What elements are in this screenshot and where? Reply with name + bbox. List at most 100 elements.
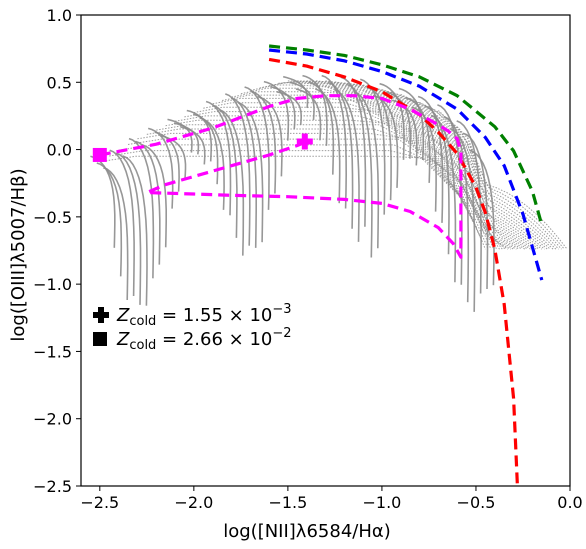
- model-grid-dotted-8: [174, 115, 481, 236]
- model-grid-curve-5: [122, 155, 148, 306]
- model-grid-curve-38: [334, 89, 360, 242]
- x-tick-label-0: −2.5: [80, 493, 119, 512]
- legend-entry-2: Zcold = 2.66 × 10−2: [93, 326, 292, 353]
- model-grid-dotted-29: [372, 86, 540, 250]
- model-grid-curve-17: [199, 117, 225, 210]
- legend-1-sub: cold: [129, 314, 156, 329]
- x-axis-label: log([NII]λ6584/Hα): [223, 521, 391, 542]
- y-tick-label-1: −2.0: [33, 410, 72, 429]
- plot-frame: [80, 14, 571, 487]
- model-grid-dotted-25: [334, 81, 528, 250]
- legend-label-2: Zcold = 2.66 × 10−2: [116, 326, 292, 353]
- y-tick-label-2: −1.5: [33, 342, 72, 361]
- y-tick-label-7: 1.0: [47, 6, 72, 25]
- model-grid-dotted-6: [156, 124, 475, 222]
- square-marker-icon: [93, 332, 107, 346]
- series-line-1: [268, 48, 544, 281]
- x-tick-label-1: −2.0: [174, 493, 213, 512]
- series-line-2: [268, 57, 519, 484]
- legend-entry-1: Zcold = 1.55 × 10−3: [93, 302, 292, 329]
- model-grid-curve-20: [218, 108, 245, 256]
- model-grid-dotted-2: [118, 144, 464, 200]
- series-layer: [99, 44, 544, 484]
- model-grid-dotted-36: [437, 110, 560, 250]
- y-tick-label-4: −0.5: [33, 208, 72, 227]
- model-grid-dotted-34: [419, 102, 554, 250]
- model-grid-curve-23: [237, 102, 264, 243]
- model-grid-curve-8: [141, 144, 167, 248]
- model-grid-curve-58: [462, 132, 489, 290]
- model-grid-curve-10: [154, 131, 180, 192]
- model-grid-dotted-12: [212, 97, 492, 250]
- series-line-3: [99, 94, 463, 259]
- legend-2-value: = 2.66 × 10: [156, 329, 272, 350]
- y-tick-label-6: 0.5: [47, 73, 72, 92]
- model-grid-curve-16: [192, 113, 219, 185]
- model-grid-dotted-31: [391, 91, 545, 250]
- model-grid-curve-12: [167, 118, 193, 153]
- y-tick-label-5: 0.0: [47, 141, 72, 160]
- model-grid-dotted-11: [203, 102, 489, 250]
- model-grid-curve-37: [327, 81, 354, 229]
- model-grid-dotted-13: [222, 94, 495, 250]
- model-grid-dotted-0: [99, 155, 458, 195]
- y-tick-label-3: −1.0: [33, 275, 72, 294]
- model-grid-dotted-3: [127, 138, 466, 202]
- model-grid-curve-35: [315, 88, 341, 204]
- model-grid-dotted-10: [193, 106, 486, 250]
- series-line-0: [268, 44, 544, 226]
- model-grid-dotted-28: [362, 84, 537, 250]
- legend-2-sub: cold: [129, 338, 156, 353]
- legend-1-exp: −3: [272, 302, 291, 317]
- model-grid-dotted-15: [240, 87, 500, 250]
- model-grid-curve-0: [90, 155, 116, 248]
- model-grid-curve-6: [128, 137, 155, 279]
- model-grid-curve-11: [160, 135, 187, 179]
- model-grid-curve-51: [417, 95, 444, 223]
- legend-label-1: Zcold = 1.55 × 10−3: [116, 302, 292, 329]
- model-grid-dotted-7: [165, 119, 478, 229]
- model-grid-curve-15: [186, 109, 212, 162]
- model-grid-dotted-17: [259, 82, 506, 250]
- plus-marker-icon: [93, 307, 109, 323]
- model-grid-dotted-35: [428, 106, 557, 250]
- model-grid-curve-25: [250, 90, 277, 194]
- marker-plus-1: [296, 133, 313, 150]
- model-grid-dotted-4: [137, 132, 469, 208]
- model-grid-curve-3: [109, 149, 135, 297]
- model-grid-dotted-16: [250, 84, 503, 250]
- x-tick-label-3: −1.0: [362, 493, 401, 512]
- model-grid-curve-40: [347, 83, 373, 258]
- x-tick-label-4: −0.5: [457, 493, 496, 512]
- marker-square-0: [92, 147, 107, 162]
- x-tick-label-5: 0.0: [557, 493, 582, 512]
- model-grid-curve-2: [103, 166, 129, 301]
- model-grid-dotted-18: [269, 81, 509, 250]
- x-tick-label-2: −1.5: [268, 493, 307, 512]
- model-grid-dotted-30: [381, 89, 543, 250]
- model-grid-curve-46: [385, 91, 412, 159]
- marker-layer: [92, 133, 313, 162]
- legend-2-exp: −2: [272, 326, 291, 341]
- model-grid-dotted-33: [409, 97, 551, 250]
- model-grid-dotted-26: [344, 82, 531, 250]
- model-grid-dotted-19: [278, 81, 512, 250]
- model-grid-layer: [90, 74, 568, 312]
- legend: Zcold = 1.55 × 10−3 Zcold = 2.66 × 10−2: [93, 302, 292, 353]
- model-grid-dotted-38: [456, 126, 565, 250]
- model-grid-curve-28: [270, 85, 296, 130]
- legend-1-value: = 1.55 × 10: [156, 305, 272, 326]
- model-grid-curve-43: [366, 86, 392, 201]
- legend-1-prefix: Z: [116, 305, 130, 326]
- y-tick-label-0: −2.5: [33, 477, 72, 496]
- model-grid-dotted-32: [400, 93, 548, 250]
- model-grid-dotted-5: [146, 128, 472, 215]
- model-grid-curve-4: [115, 152, 142, 305]
- model-grid-curve-26: [257, 95, 283, 177]
- legend-2-prefix: Z: [116, 329, 130, 350]
- ticks-layer: −2.5 −2.0 −1.5 −1.0 −0.5 0.0 −2.5 −2.0 −1.5 −1.0 −…: [33, 6, 583, 512]
- model-grid-dotted-21: [297, 80, 517, 250]
- model-grid-curve-36: [321, 74, 348, 209]
- model-grid-curve-1: [96, 162, 123, 277]
